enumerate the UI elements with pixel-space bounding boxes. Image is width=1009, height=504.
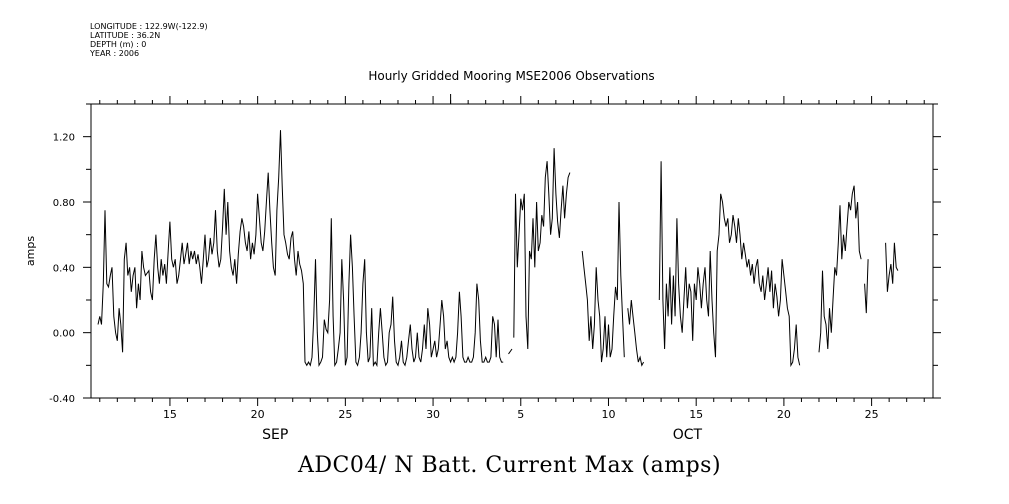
y-tick-label: 0.00 (53, 329, 75, 340)
series-line-segment (658, 161, 801, 368)
variable-title: ADC04/ N Batt. Current Max (amps) (0, 453, 1009, 478)
month-label: OCT (673, 427, 703, 443)
y-tick-label: -0.40 (49, 394, 75, 405)
series-line-segment (864, 259, 869, 314)
series-line-segment (581, 201, 625, 363)
chart-title: Hourly Gridded Mooring MSE2006 Observati… (0, 69, 1009, 83)
x-tick-label: 15 (163, 408, 177, 421)
x-tick-label: 15 (689, 408, 703, 421)
x-tick-label: 25 (338, 408, 352, 421)
plot-frame (90, 103, 934, 399)
year-label: YEAR : 2006 (90, 49, 140, 58)
tick-labels: -0.40 0.00 0.40 0.80 1.20 15 20 25 30 5 10 15 20 25 SE… (49, 133, 878, 443)
chart-title-text: Hourly Gridded Mooring MSE2006 Observati… (368, 69, 655, 83)
longitude-label: LONGITUDE : 122.9W(-122.9) (90, 22, 208, 31)
y-axis-label: amps (24, 236, 37, 266)
tick-marks (83, 94, 941, 406)
series-line-segment (627, 299, 645, 367)
latitude-label: LATITUDE : 36.2N (90, 31, 161, 40)
y-tick-label: 1.20 (53, 133, 75, 144)
mooring-metadata: LONGITUDE : 122.9W(-122.9) LATITUDE : 36… (90, 22, 208, 58)
variable-title-text: ADC04/ N Batt. Current Max (amps) (297, 453, 722, 478)
x-tick-label: 30 (426, 408, 440, 421)
series-line-segment (97, 130, 504, 368)
month-label: SEP (262, 427, 288, 443)
x-tick-label: 20 (777, 408, 791, 421)
series-lines (97, 130, 899, 368)
x-tick-label: 20 (251, 408, 265, 421)
x-tick-label: 25 (865, 408, 879, 421)
y-tick-label: 0.40 (53, 263, 75, 274)
series-line-segment (513, 148, 571, 350)
series-line-segment (508, 348, 513, 355)
x-tick-label: 5 (517, 408, 524, 421)
y-tick-label: 0.80 (53, 198, 75, 209)
series-line-segment (818, 185, 862, 353)
series-line-segment (885, 242, 899, 292)
depth-label: DEPTH (m) : 0 (90, 40, 147, 49)
x-tick-label: 10 (601, 408, 615, 421)
axes (90, 103, 934, 399)
